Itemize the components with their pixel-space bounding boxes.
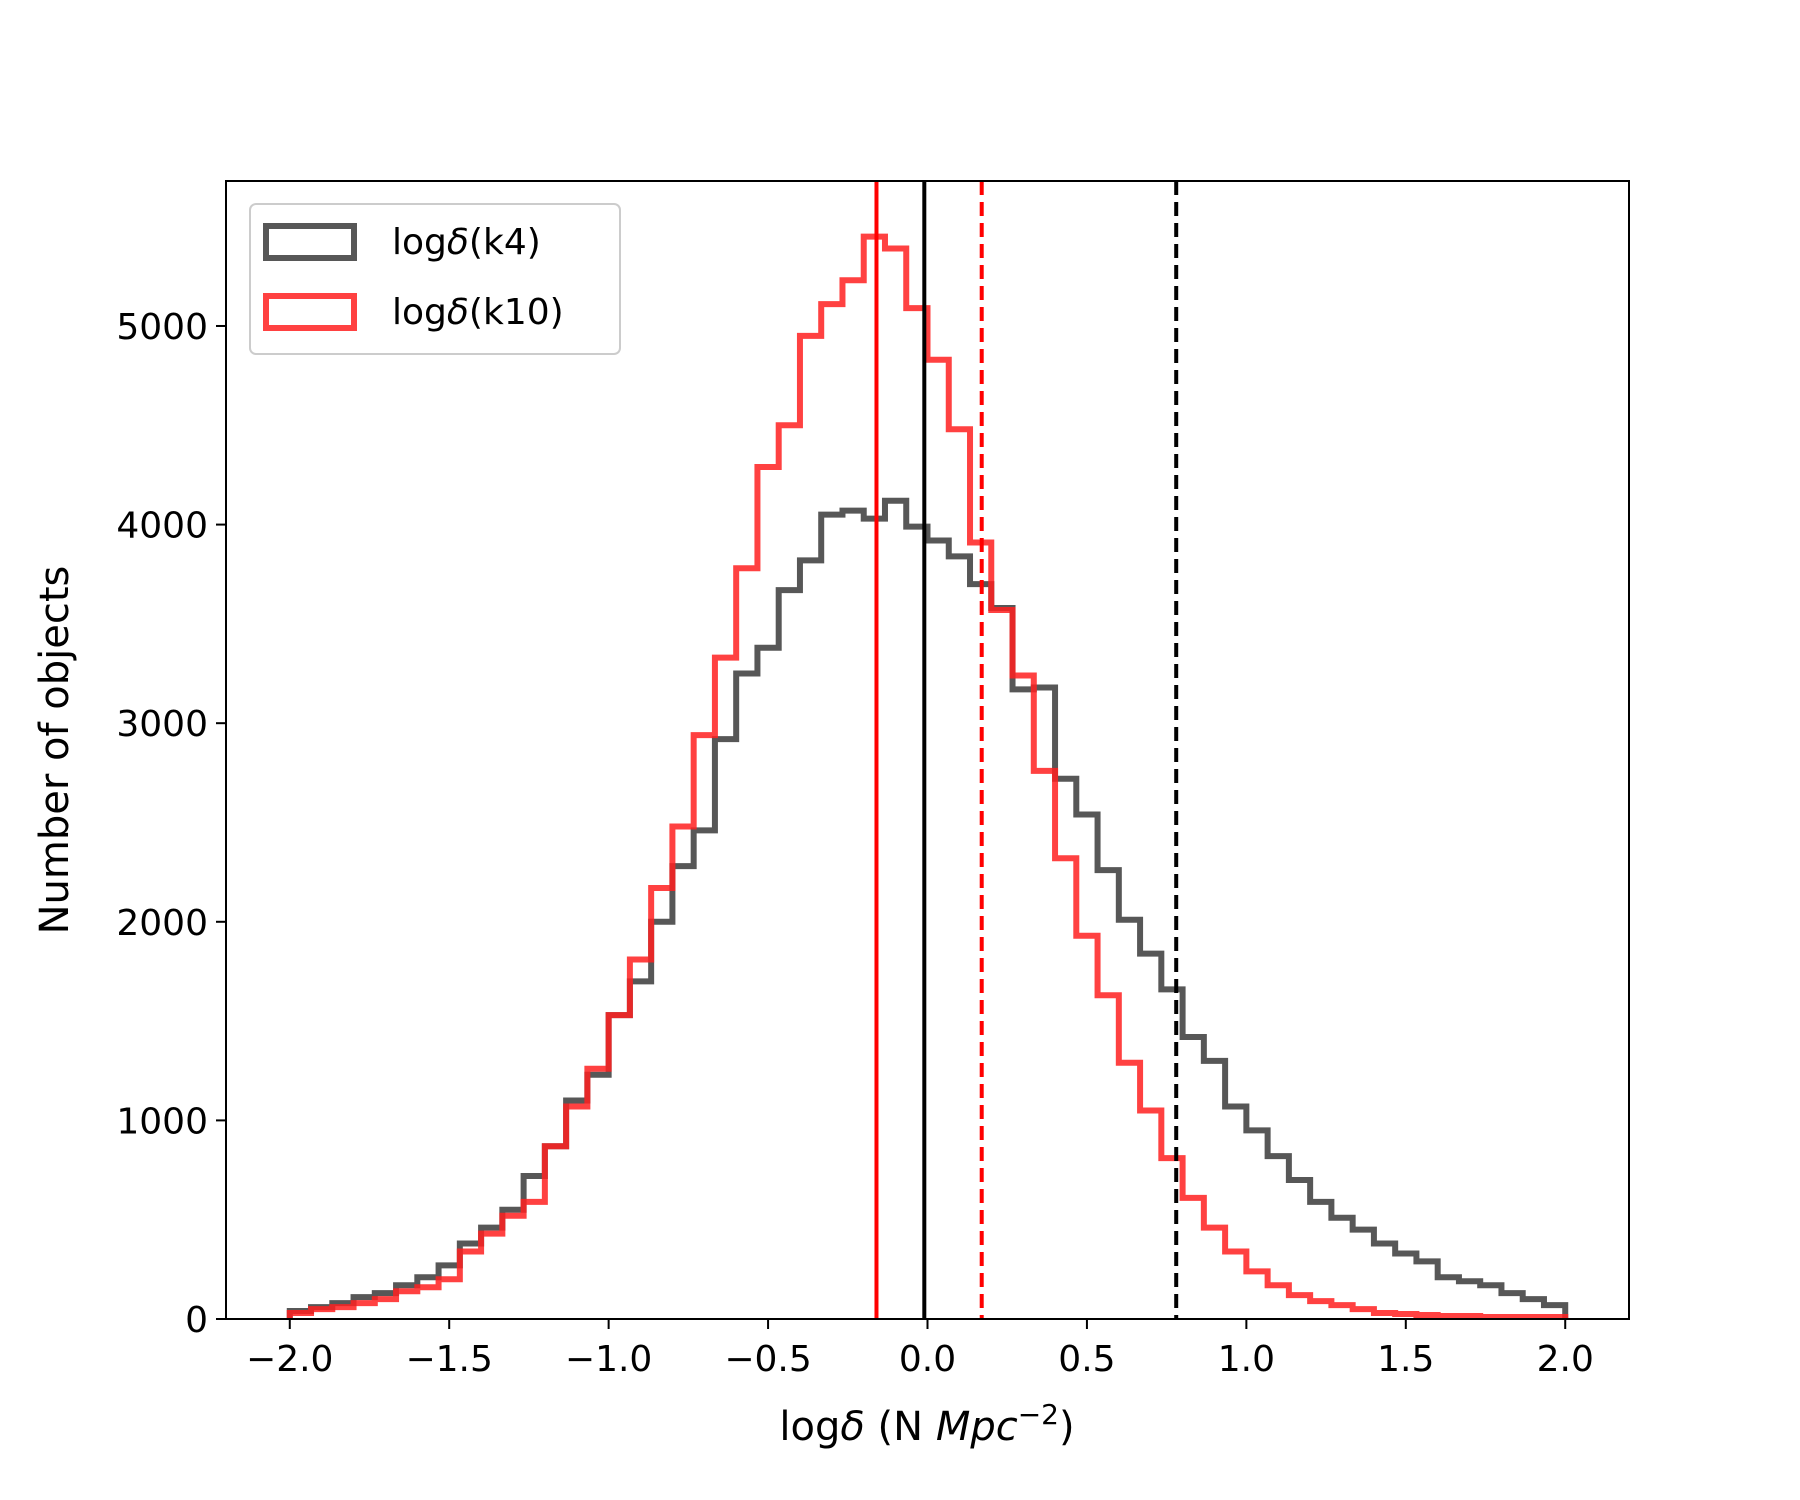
y-tick-label: 5000: [116, 307, 208, 348]
y-tick-label: 0: [185, 1300, 208, 1341]
x-tick-label: −1.5: [405, 1339, 492, 1380]
y-axis-ticks: 0 1000 2000 3000 4000 5000: [116, 307, 226, 1341]
x-tick-label: 2.0: [1537, 1339, 1594, 1380]
legend-label-k10: logδ(k10): [392, 292, 564, 333]
x-tick-label: 0.0: [899, 1339, 956, 1380]
y-tick-label: 4000: [116, 506, 208, 547]
x-tick-label: 0.5: [1058, 1339, 1115, 1380]
x-axis-title: logδ (N Mpc−2): [779, 1398, 1074, 1450]
y-tick-label: 1000: [116, 1101, 208, 1142]
x-tick-label: −2.0: [246, 1339, 333, 1380]
x-tick-label: 1.0: [1218, 1339, 1275, 1380]
legend-swatch-k4: [263, 223, 357, 261]
legend-box: [249, 203, 621, 355]
plot-area: [225, 180, 1630, 1321]
x-axis-ticks: −2.0 −1.5 −1.0 −0.5 0.0 0.5 1.0 1.5 2.0: [246, 1319, 1594, 1380]
legend: logδ(k4) logδ(k10): [249, 203, 621, 355]
y-tick-label: 3000: [116, 704, 208, 745]
y-axis-title: Number of objects: [32, 566, 78, 935]
legend-swatch-k10: [263, 293, 357, 331]
x-tick-label: −0.5: [724, 1339, 811, 1380]
y-tick-label: 2000: [116, 903, 208, 944]
x-tick-label: −1.0: [565, 1339, 652, 1380]
histogram-series-k10: [286, 233, 1569, 1321]
x-tick-label: 1.5: [1377, 1339, 1434, 1380]
histogram-series-k4: [286, 497, 1569, 1319]
legend-label-k4: logδ(k4): [392, 222, 541, 263]
